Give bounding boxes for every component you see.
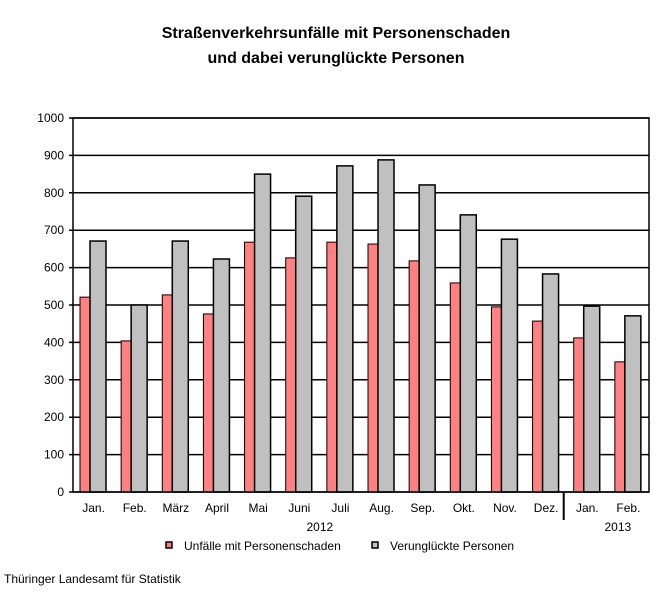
x-tick-label: Juni xyxy=(288,501,310,515)
y-tick-label: 1000 xyxy=(37,111,64,125)
bar-verunglueckte xyxy=(336,165,354,493)
bar-unfaelle xyxy=(326,241,338,493)
y-tick-label: 900 xyxy=(44,148,64,162)
bar-verunglueckte xyxy=(130,304,148,493)
bar-unfaelle xyxy=(202,313,214,493)
x-tick-label: April xyxy=(205,501,229,515)
bar-unfaelle xyxy=(614,361,626,493)
bar-unfaelle xyxy=(161,294,173,493)
chart-title-line-1: Straßenverkehrsunfälle mit Personenschad… xyxy=(162,25,511,42)
x-tick-label: Feb. xyxy=(616,501,640,515)
x-tick-label: Sep. xyxy=(410,501,435,515)
bar-unfaelle xyxy=(120,340,132,493)
bar-verunglueckte xyxy=(459,214,478,493)
x-tick-label: Jan. xyxy=(82,501,105,515)
y-tick-label: 200 xyxy=(44,410,64,424)
footer-source: Thüringer Landesamt für Statistik xyxy=(4,572,182,586)
bar-verunglueckte xyxy=(541,273,560,493)
legend-swatch xyxy=(165,541,173,549)
bar-unfaelle xyxy=(532,320,544,493)
y-tick-label: 300 xyxy=(44,373,64,387)
x-tick-label: Juli xyxy=(331,501,349,515)
x-tick-label: Nov. xyxy=(493,501,517,515)
bar-unfaelle xyxy=(573,337,585,493)
year-label: 2012 xyxy=(307,520,334,534)
chart-title-line-2: und dabei verunglückte Personen xyxy=(208,50,465,67)
legend-label: Unfälle mit Personenschaden xyxy=(184,539,341,553)
x-tick-label: Okt. xyxy=(453,501,475,515)
bar-unfaelle xyxy=(408,260,420,493)
bar-verunglueckte xyxy=(171,240,190,493)
year-label: 2013 xyxy=(605,520,632,534)
bar-unfaelle xyxy=(367,243,379,493)
bar-verunglueckte xyxy=(212,258,231,493)
x-tick-label: Dez. xyxy=(534,501,559,515)
x-tick-label: Jan. xyxy=(576,501,599,515)
x-tick-label: März xyxy=(163,501,190,515)
x-tick-label: Feb. xyxy=(123,501,147,515)
plot-area xyxy=(72,117,650,493)
bar-verunglueckte xyxy=(624,315,642,493)
y-tick-label: 700 xyxy=(44,223,64,237)
bar-verunglueckte xyxy=(253,173,272,493)
bar-verunglueckte xyxy=(418,184,436,493)
bar-verunglueckte xyxy=(377,159,395,493)
y-tick-label: 800 xyxy=(44,186,64,200)
y-tick-label: 0 xyxy=(57,485,64,499)
bar-unfaelle xyxy=(285,257,297,493)
bar-verunglueckte xyxy=(582,305,601,493)
y-tick-label: 500 xyxy=(44,298,64,312)
bar-unfaelle xyxy=(79,296,91,493)
bar-unfaelle xyxy=(244,241,256,493)
bar-verunglueckte xyxy=(500,238,519,493)
x-tick-label: Mai xyxy=(248,501,267,515)
y-tick-label: 400 xyxy=(44,335,64,349)
bar-verunglueckte xyxy=(89,240,107,493)
y-tick-label: 100 xyxy=(44,448,64,462)
bar-unfaelle xyxy=(490,306,502,493)
legend-label: Verunglückte Personen xyxy=(390,539,514,553)
bar-verunglueckte xyxy=(294,195,313,493)
x-tick-label: Aug. xyxy=(369,501,394,515)
bar-unfaelle xyxy=(449,282,461,493)
legend-swatch xyxy=(371,541,379,549)
y-tick-label: 600 xyxy=(44,261,64,275)
